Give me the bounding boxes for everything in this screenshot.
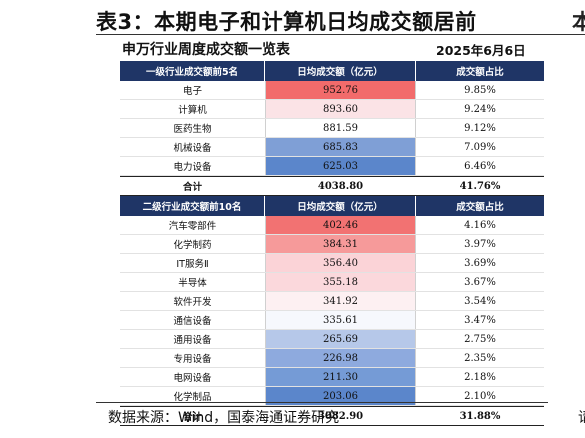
section2-industry-name: 软件开发 — [173, 297, 212, 308]
section2-turnover-share: 3.67% — [464, 276, 496, 288]
section2-industry-name: 半导体 — [178, 278, 207, 289]
section1-turnover-share: 6.46% — [464, 160, 496, 172]
section2-industry-name: 专用设备 — [173, 354, 212, 365]
table-row: 机械设备 685.83 7.09% — [120, 138, 544, 157]
section2-turnover-value: 265.69 — [265, 330, 416, 348]
section2-industry-name: 电网设备 — [173, 373, 212, 384]
table-row: 化学制品 203.06 2.10% — [120, 387, 544, 406]
section1-industry-name: 计算机 — [178, 105, 207, 116]
section2-turnover-value: 402.46 — [265, 216, 416, 234]
page-title: 表3：本期电子和计算机日均成交额居前 — [96, 10, 477, 34]
table-row: 专用设备 226.98 2.35% — [120, 349, 544, 368]
section2-industry-name: 化学制药 — [173, 240, 212, 251]
section2-turnover-share: 3.97% — [464, 238, 496, 250]
table-row: 电力设备 625.03 6.46% — [120, 157, 544, 176]
section1-body: 电子 952.76 9.85% 计算机 893.60 9.24% 医药生物 881.59 9.1… — [120, 81, 544, 176]
turnover-table: 一级行业成交额前5名 日均成交额（亿元） 成交额占比 电子 952.76 9.85%… — [120, 61, 544, 426]
section1-turnover-share: 9.24% — [464, 103, 496, 115]
source-note-edge: 请 — [578, 407, 585, 427]
section1-total-value: 4038.80 — [317, 180, 364, 192]
section2-total-label: 合计 — [182, 412, 202, 423]
section2-turnover-value: 203.06 — [265, 387, 416, 405]
section1-turnover-share: 9.12% — [464, 122, 496, 134]
section2-total-row: 合计 3082.90 31.88% — [120, 406, 544, 426]
section1-turnover-value: 685.83 — [265, 138, 416, 156]
bottom-rule — [96, 402, 548, 403]
section2-turnover-share: 3.47% — [464, 314, 496, 326]
section2-turnover-share: 3.69% — [464, 257, 496, 269]
table-row: 化学制药 384.31 3.97% — [120, 235, 544, 254]
section2-header-turnover: 日均成交额（亿元） — [265, 196, 416, 216]
section2-turnover-value: 356.40 — [265, 254, 416, 272]
section2-total-share: 31.88% — [459, 410, 501, 422]
section2-body: 汽车零部件 402.46 4.16% 化学制药 384.31 3.97% IT服务Ⅱ 356.… — [120, 216, 544, 406]
section2-industry-name: 通用设备 — [173, 335, 212, 346]
section2-turnover-share: 4.16% — [464, 219, 496, 231]
section1-industry-name: 电子 — [182, 86, 202, 97]
section1-total-share: 41.76% — [459, 180, 501, 192]
section2-industry-name: 汽车零部件 — [168, 221, 217, 232]
section1-header-turnover: 日均成交额（亿元） — [265, 61, 416, 81]
section2-turnover-value: 211.30 — [265, 368, 416, 386]
table-row: 半导体 355.18 3.67% — [120, 273, 544, 292]
section1-turnover-share: 7.09% — [464, 141, 496, 153]
section1-header-industry: 一级行业成交额前5名 — [120, 61, 265, 81]
section2-industry-name: 通信设备 — [173, 316, 212, 327]
page-title-edge: 本 — [572, 10, 585, 34]
table-row: 软件开发 341.92 3.54% — [120, 292, 544, 311]
section1-turnover-share: 9.85% — [464, 84, 496, 96]
table-row: 医药生物 881.59 9.12% — [120, 119, 544, 138]
section2-turnover-value: 226.98 — [265, 349, 416, 367]
section1-total-row: 合计 4038.80 41.76% — [120, 176, 544, 196]
section1-turnover-value: 952.76 — [265, 81, 416, 99]
section2-header-row: 二级行业成交额前10名 日均成交额（亿元） 成交额占比 — [120, 196, 544, 216]
section2-turnover-share: 3.54% — [464, 295, 496, 307]
table-row: 电子 952.76 9.85% — [120, 81, 544, 100]
table-row: 电网设备 211.30 2.18% — [120, 368, 544, 387]
section2-turnover-value: 355.18 — [265, 273, 416, 291]
section2-total-value: 3082.90 — [317, 410, 364, 422]
table-row: 通信设备 335.61 3.47% — [120, 311, 544, 330]
section1-turnover-value: 625.03 — [265, 157, 416, 175]
section1-total-label: 合计 — [182, 182, 202, 193]
section1-turnover-value: 893.60 — [265, 100, 416, 118]
section2-header-industry: 二级行业成交额前10名 — [120, 196, 265, 216]
source-note: 数据来源：Wind，国泰海通证券研究 — [108, 410, 340, 426]
table-row: IT服务Ⅱ 356.40 3.69% — [120, 254, 544, 273]
section2-turnover-share: 2.18% — [464, 371, 496, 383]
section2-turnover-share: 2.35% — [464, 352, 496, 364]
section2-turnover-value: 335.61 — [265, 311, 416, 329]
section2-header-share: 成交额占比 — [456, 202, 504, 213]
section1-header-share: 成交额占比 — [456, 67, 504, 78]
section1-header-row: 一级行业成交额前5名 日均成交额（亿元） 成交额占比 — [120, 61, 544, 81]
section1-industry-name: 机械设备 — [173, 143, 212, 154]
table-row: 汽车零部件 402.46 4.16% — [120, 216, 544, 235]
section1-industry-name: 电力设备 — [173, 162, 212, 173]
section1-industry-name: 医药生物 — [173, 124, 212, 135]
top-rule — [96, 34, 585, 35]
section2-turnover-share: 2.75% — [464, 333, 496, 345]
section1-turnover-value: 881.59 — [265, 119, 416, 137]
section2-turnover-value: 341.92 — [265, 292, 416, 310]
section2-turnover-value: 384.31 — [265, 235, 416, 253]
table-subtitle: 申万行业周度成交额一览表 — [122, 42, 290, 58]
section2-industry-name: 化学制品 — [173, 392, 212, 403]
section2-turnover-share: 2.10% — [464, 390, 496, 402]
table-date: 2025年6月6日 — [436, 43, 526, 58]
table-row: 通用设备 265.69 2.75% — [120, 330, 544, 349]
table-row: 计算机 893.60 9.24% — [120, 100, 544, 119]
section2-industry-name: IT服务Ⅱ — [176, 259, 209, 270]
